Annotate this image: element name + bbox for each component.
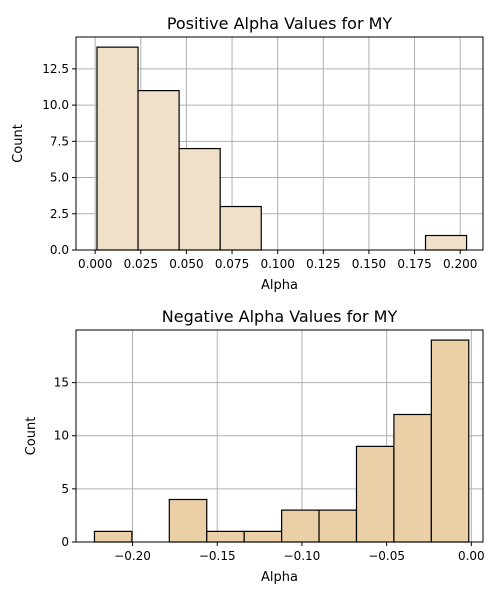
x-tick-label: 0.125 xyxy=(306,257,340,271)
x-tick-label: 0.025 xyxy=(124,257,158,271)
histogram-bar xyxy=(168,498,208,543)
y-axis-label: Count xyxy=(11,124,26,163)
histogram-bar xyxy=(430,339,470,543)
chart-title: Negative Alpha Values for MY xyxy=(162,307,398,326)
x-tick-label: 0.150 xyxy=(352,257,386,271)
histogram-bar xyxy=(281,509,320,543)
x-tick-label: 0.175 xyxy=(397,257,431,271)
histogram-bar xyxy=(243,530,283,543)
x-tick-label: 0.075 xyxy=(215,257,249,271)
x-tick-label: −0.05 xyxy=(368,549,405,563)
x-tick-label: −0.20 xyxy=(114,549,151,563)
histogram-bar xyxy=(93,530,133,543)
y-tick-label: 10 xyxy=(54,429,69,443)
y-tick-label: 15 xyxy=(54,376,69,390)
axes-frame xyxy=(75,36,484,251)
x-tick-label: −0.10 xyxy=(284,549,321,563)
histogram-bar xyxy=(393,413,432,543)
histogram-bar xyxy=(355,445,395,543)
histogram-bar xyxy=(219,205,262,251)
y-tick-label: 2.5 xyxy=(50,207,69,221)
y-tick-label: 0.0 xyxy=(50,243,69,257)
histogram-bar xyxy=(178,147,221,251)
x-tick-label: 0.200 xyxy=(443,257,477,271)
y-axis-label: Count xyxy=(24,417,39,456)
histogram-bar xyxy=(424,234,468,251)
x-axis-label: Alpha xyxy=(261,278,298,293)
y-tick-label: 5 xyxy=(61,482,69,496)
histogram-bar xyxy=(137,90,180,251)
x-axis-label: Alpha xyxy=(261,570,298,585)
x-tick-label: 0.050 xyxy=(169,257,203,271)
chart-title: Positive Alpha Values for MY xyxy=(167,14,393,33)
y-tick-label: 12.5 xyxy=(42,62,69,76)
x-tick-label: 0.00 xyxy=(458,549,485,563)
histogram-bar xyxy=(318,509,358,543)
histogram-bar xyxy=(206,530,245,543)
x-tick-label: −0.15 xyxy=(199,549,236,563)
x-tick-label: 0.100 xyxy=(260,257,294,271)
histogram-bar xyxy=(96,46,139,251)
x-tick-label: 0.000 xyxy=(78,257,112,271)
chart-negative-alpha: −0.20 −0.15 −0.10 −0.05 0.00 0 5 10 15 Negative A… xyxy=(24,307,485,585)
y-tick-label: 7.5 xyxy=(50,134,69,148)
y-tick-label: 0 xyxy=(61,535,69,549)
chart-positive-alpha: 0.000 0.025 0.050 0.075 0.100 0.125 0.150 0.175… xyxy=(11,14,484,293)
y-tick-label: 5.0 xyxy=(50,171,69,185)
y-tick-label: 10.0 xyxy=(42,98,69,112)
